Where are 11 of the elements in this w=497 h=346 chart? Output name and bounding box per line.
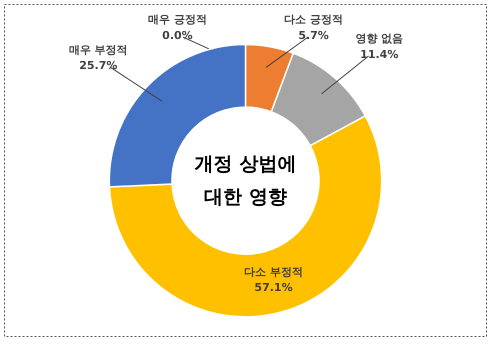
slice-label: 매우 부정적 xyxy=(68,43,128,56)
slice-label: 다소 긍정적 xyxy=(284,13,344,26)
slice-label: 다소 부정적 xyxy=(244,266,303,279)
data-label: 57.1% xyxy=(254,281,293,294)
category-label: 매우 긍정적 xyxy=(148,13,207,26)
slice-label: 영향 없음 xyxy=(355,32,404,46)
data-label: 11.4% xyxy=(360,48,398,61)
text: 개정 상법에 대한 영향 xyxy=(194,153,296,208)
text: 0.0% xyxy=(162,28,193,42)
data-label: 25.7% xyxy=(79,58,118,72)
data-label: 5.7% xyxy=(298,28,329,42)
